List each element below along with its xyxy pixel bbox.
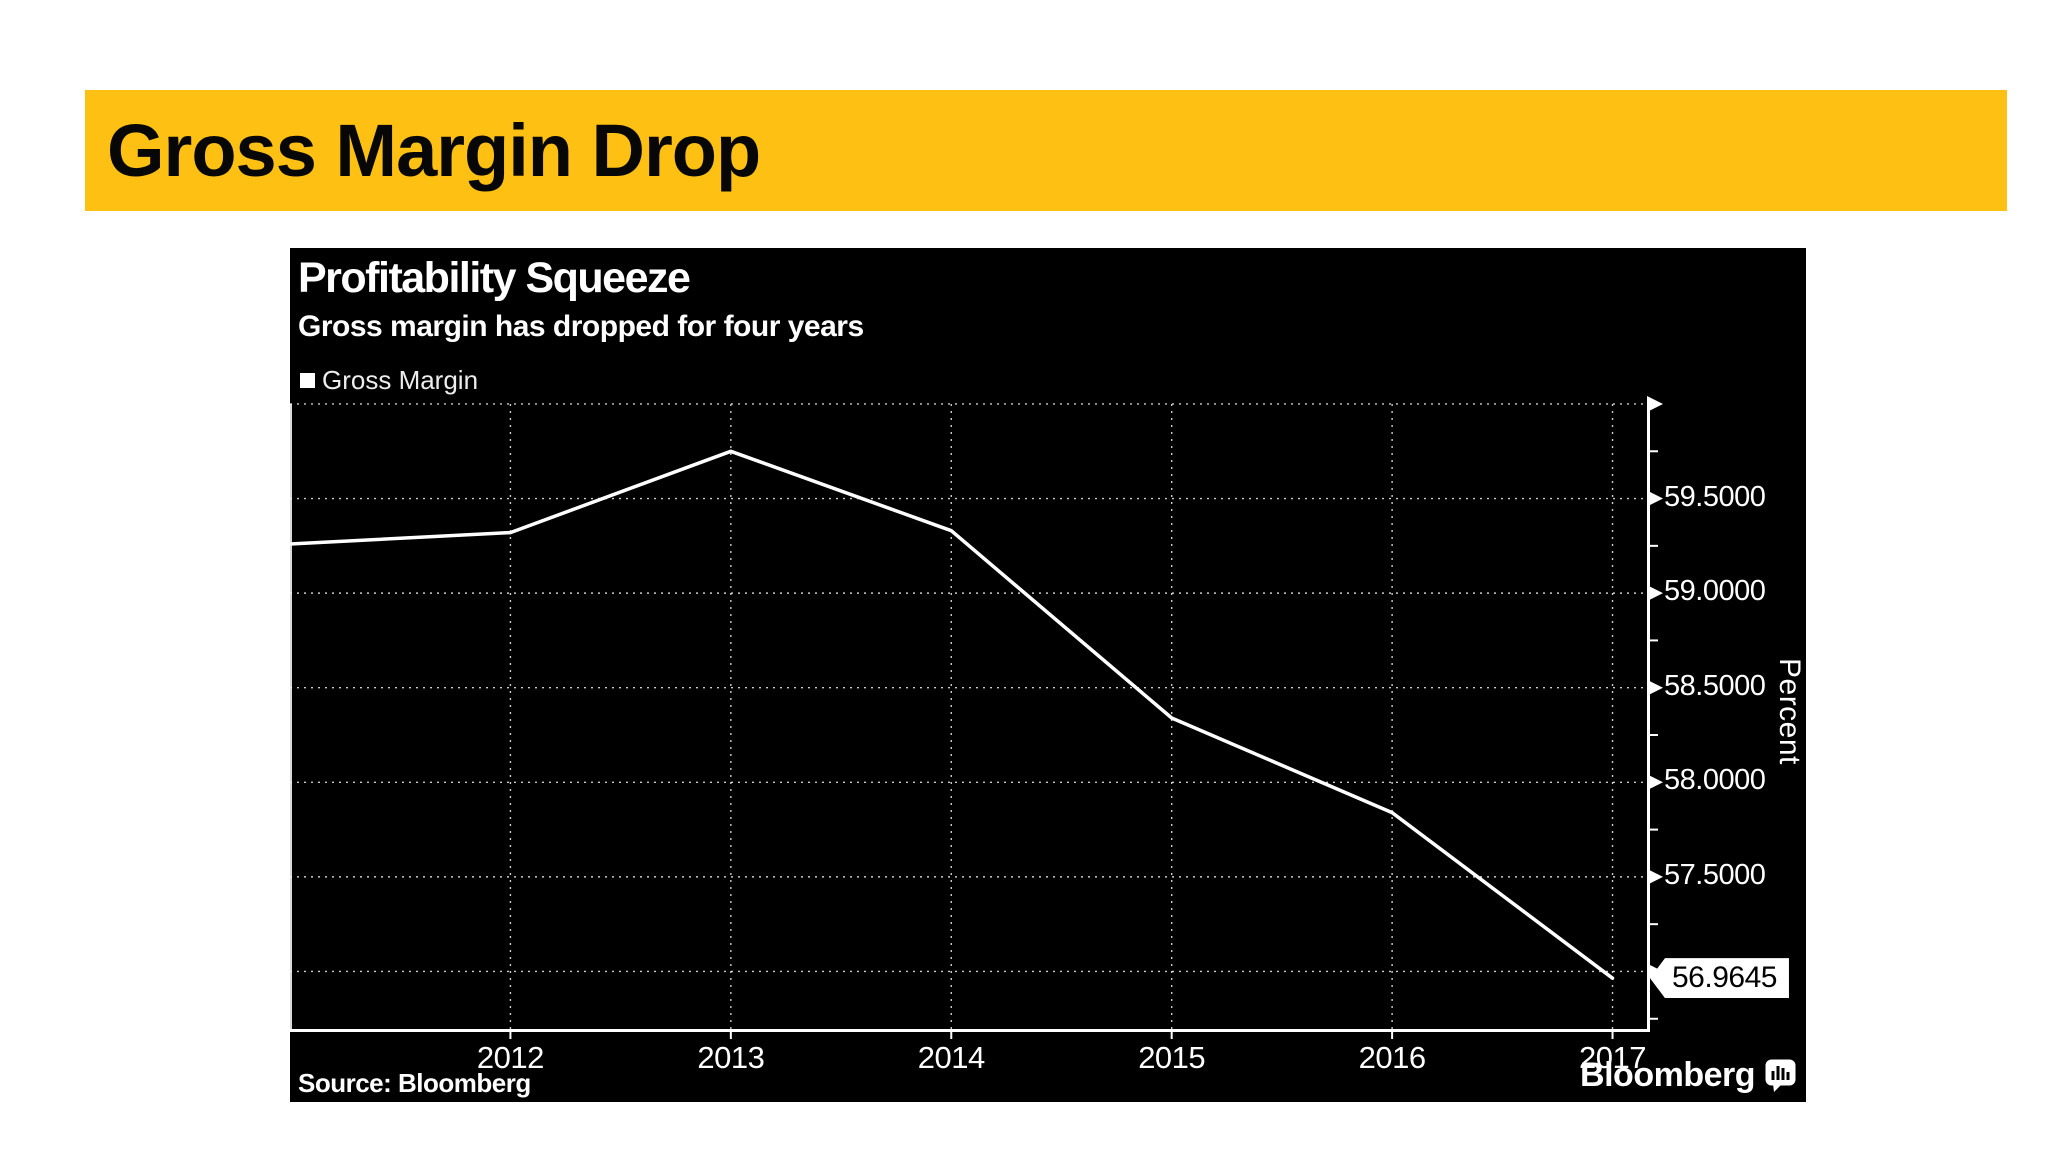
bloomberg-logo-icon xyxy=(1765,1059,1796,1092)
slide-title: Gross Margin Drop xyxy=(107,109,761,192)
y-axis-label: 59.0000 xyxy=(1664,575,1766,608)
bloomberg-chart-panel: Profitability Squeeze Gross margin has d… xyxy=(288,248,1806,1102)
source-note: Source: Bloomberg xyxy=(298,1068,531,1098)
chart-title: Profitability Squeeze xyxy=(298,254,691,302)
x-axis-label: 2012 xyxy=(476,1040,544,1075)
x-axis-label: 2014 xyxy=(917,1040,985,1075)
y-major-tick-arrow xyxy=(1647,963,1663,980)
y-major-tick-arrow xyxy=(1647,868,1663,885)
last-value-tag: 56.9645 xyxy=(1650,958,1789,999)
legend-label: Gross Margin xyxy=(322,365,479,395)
chart-legend: Gross Margin xyxy=(300,365,478,396)
chart-svg xyxy=(288,395,1663,1039)
y-major-tick-arrow xyxy=(1647,490,1663,507)
y-axis-title: Percent xyxy=(1773,658,1806,765)
chart-subtitle: Gross margin has dropped for four years xyxy=(298,310,864,343)
brand-wordmark: Bloomberg xyxy=(1580,1056,1755,1094)
y-major-tick-arrow xyxy=(1647,774,1663,791)
slide-title-bar: Gross Margin Drop xyxy=(85,90,2007,211)
y-axis-label: 57.5000 xyxy=(1664,858,1766,891)
brand-lockup: Bloomberg xyxy=(1580,1056,1796,1095)
legend-swatch-icon xyxy=(300,373,315,388)
y-major-tick-arrow xyxy=(1647,395,1663,412)
x-axis-label: 2016 xyxy=(1358,1040,1426,1075)
y-axis-label: 58.5000 xyxy=(1664,669,1766,702)
x-axis-label: 2017 xyxy=(1579,1040,1646,1075)
x-axis-label: 2015 xyxy=(1138,1040,1206,1075)
y-axis-label: 58.0000 xyxy=(1664,764,1766,797)
line-plot-area: 59.5000 59.0000 58.5000 58.0000 57.5000 56.96… xyxy=(288,395,1806,1075)
y-major-tick-arrow xyxy=(1647,679,1663,696)
x-axis-label: 2013 xyxy=(697,1040,765,1075)
series-line xyxy=(288,449,1615,980)
y-axis-label: 59.5000 xyxy=(1664,480,1766,513)
y-major-tick-arrow xyxy=(1647,585,1663,602)
